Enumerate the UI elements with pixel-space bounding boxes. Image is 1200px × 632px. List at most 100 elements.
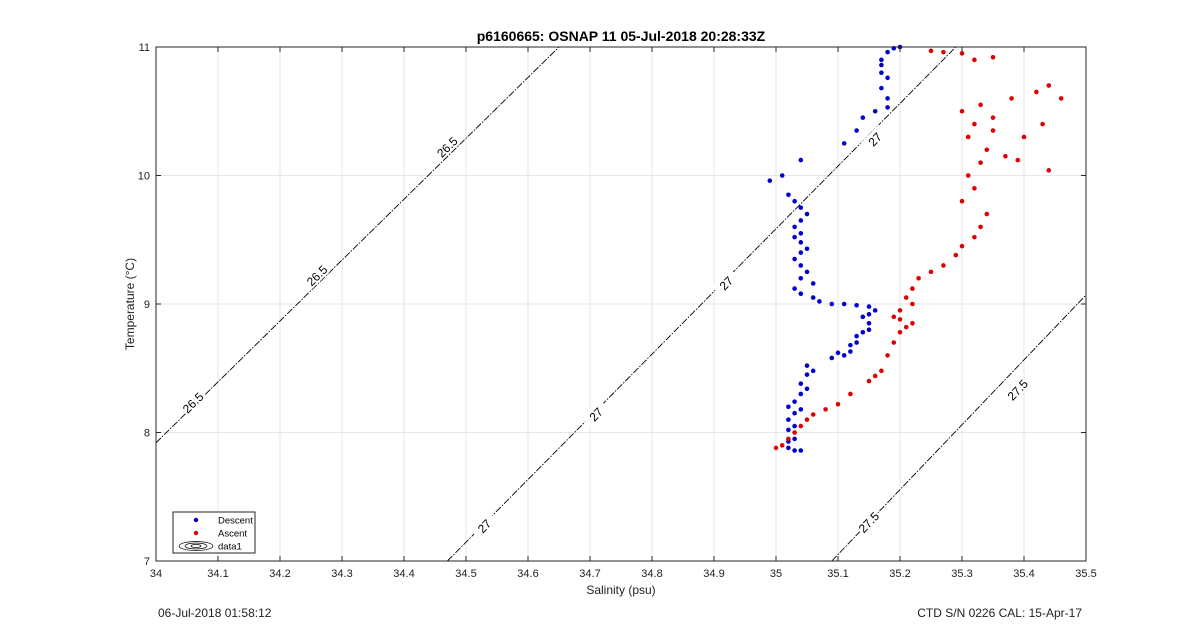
- descent-point: [848, 342, 853, 348]
- legend-descent-marker: [193, 517, 199, 523]
- ascent-point: [786, 436, 791, 442]
- descent-point: [786, 445, 791, 451]
- ascent-point: [972, 57, 977, 63]
- descent-point: [854, 128, 859, 133]
- descent-point: [810, 368, 816, 374]
- ascent-point: [959, 198, 965, 204]
- x-tick-label: 34.9: [703, 568, 724, 580]
- ascent-point: [1046, 168, 1052, 173]
- legend-contour-icon: [178, 541, 214, 551]
- descent-point: [872, 108, 878, 114]
- descent-point: [798, 250, 804, 255]
- descent-point: [860, 115, 866, 120]
- descent-point: [866, 320, 872, 326]
- contour-label-bg: [581, 399, 610, 428]
- ascent-point: [779, 443, 785, 448]
- descent-point: [767, 178, 773, 183]
- descent-point: [885, 105, 890, 110]
- contour-label: 27.5: [1005, 377, 1031, 404]
- contour-label-bg: [854, 507, 883, 536]
- descent-point: [829, 301, 835, 307]
- descent-point: [841, 301, 847, 307]
- ascent-point: [773, 445, 779, 451]
- legend-data1-label: data1: [218, 542, 242, 553]
- x-tick-label: 35.2: [889, 568, 910, 580]
- ascent-point: [798, 423, 804, 429]
- ascent-point: [990, 54, 996, 60]
- ascent-point: [959, 243, 965, 249]
- descent-point: [860, 329, 866, 335]
- ascent-point: [1058, 96, 1064, 101]
- ascent-point: [959, 51, 965, 56]
- ascent-point: [1021, 134, 1027, 140]
- descent-point: [804, 386, 810, 392]
- descent-point: [798, 381, 804, 386]
- legend-ascent-label: Ascent: [218, 529, 247, 540]
- descent-point: [854, 340, 859, 345]
- descent-point: [817, 299, 822, 304]
- y-tick-label: 8: [144, 428, 150, 440]
- ascent-point: [910, 286, 915, 291]
- contour-label-bg: [469, 511, 499, 540]
- descent-point: [798, 231, 804, 236]
- contour-label-bg: [711, 268, 740, 297]
- ascent-point: [1040, 121, 1045, 127]
- descent-point: [792, 286, 797, 291]
- ascent-point: [903, 295, 909, 300]
- descent-point: [792, 423, 797, 429]
- ascent-point: [897, 329, 903, 335]
- ascent-point: [885, 353, 890, 358]
- x-tick-label: 34.1: [207, 568, 228, 580]
- legend-box: [172, 511, 256, 554]
- ascent-point: [928, 269, 934, 275]
- x-tick-label: 35.5: [1075, 568, 1096, 580]
- ascent-point: [891, 314, 897, 320]
- ascent-point: [972, 121, 977, 127]
- ascent-point: [965, 134, 971, 140]
- legend-descent-label: Descent: [218, 516, 253, 527]
- descent-point: [798, 240, 804, 245]
- descent-point: [866, 304, 872, 309]
- descent-point: [792, 198, 797, 204]
- ascent-point: [978, 160, 983, 165]
- ascent-point: [978, 224, 983, 230]
- descent-point: [879, 57, 884, 63]
- descent-point: [798, 157, 804, 163]
- x-tick-label: 34.3: [331, 568, 352, 580]
- x-tick-label: 35.3: [951, 568, 972, 580]
- descent-point: [810, 295, 816, 300]
- contour-label-bg: [178, 388, 207, 417]
- descent-point: [792, 399, 797, 404]
- ascent-point: [1034, 89, 1039, 95]
- descent-point: [866, 327, 872, 333]
- ascent-point: [897, 308, 903, 313]
- descent-point: [786, 192, 791, 198]
- x-tick-label: 35.4: [1013, 568, 1034, 580]
- descent-point: [798, 263, 804, 268]
- legend: Descent Ascent data1: [172, 511, 256, 554]
- descent-point: [798, 291, 804, 297]
- descent-point: [854, 333, 859, 339]
- x-tick-label: 34.8: [641, 568, 662, 580]
- descent-point: [804, 269, 810, 275]
- ascent-point: [823, 407, 828, 412]
- descent-point: [798, 205, 804, 210]
- x-tick-label: 35: [770, 568, 782, 580]
- descent-point: [786, 417, 791, 422]
- y-tick-label: 11: [139, 42, 150, 54]
- x-tick-label: 34.7: [579, 568, 600, 580]
- x-tick-label: 34.2: [269, 568, 290, 580]
- ascent-point: [810, 412, 816, 417]
- grid-lines: [156, 47, 1086, 561]
- contour-line: [155, 46, 560, 444]
- ascent-point: [903, 324, 909, 330]
- descent-point: [804, 246, 810, 252]
- descent-point: [879, 85, 884, 91]
- contour-label-bg: [302, 260, 331, 290]
- ascent-point: [1009, 96, 1014, 101]
- contour-label: 26.5: [304, 262, 331, 289]
- contour-label-bg: [432, 132, 461, 161]
- ascent-point: [984, 147, 990, 153]
- descent-point: [872, 308, 878, 313]
